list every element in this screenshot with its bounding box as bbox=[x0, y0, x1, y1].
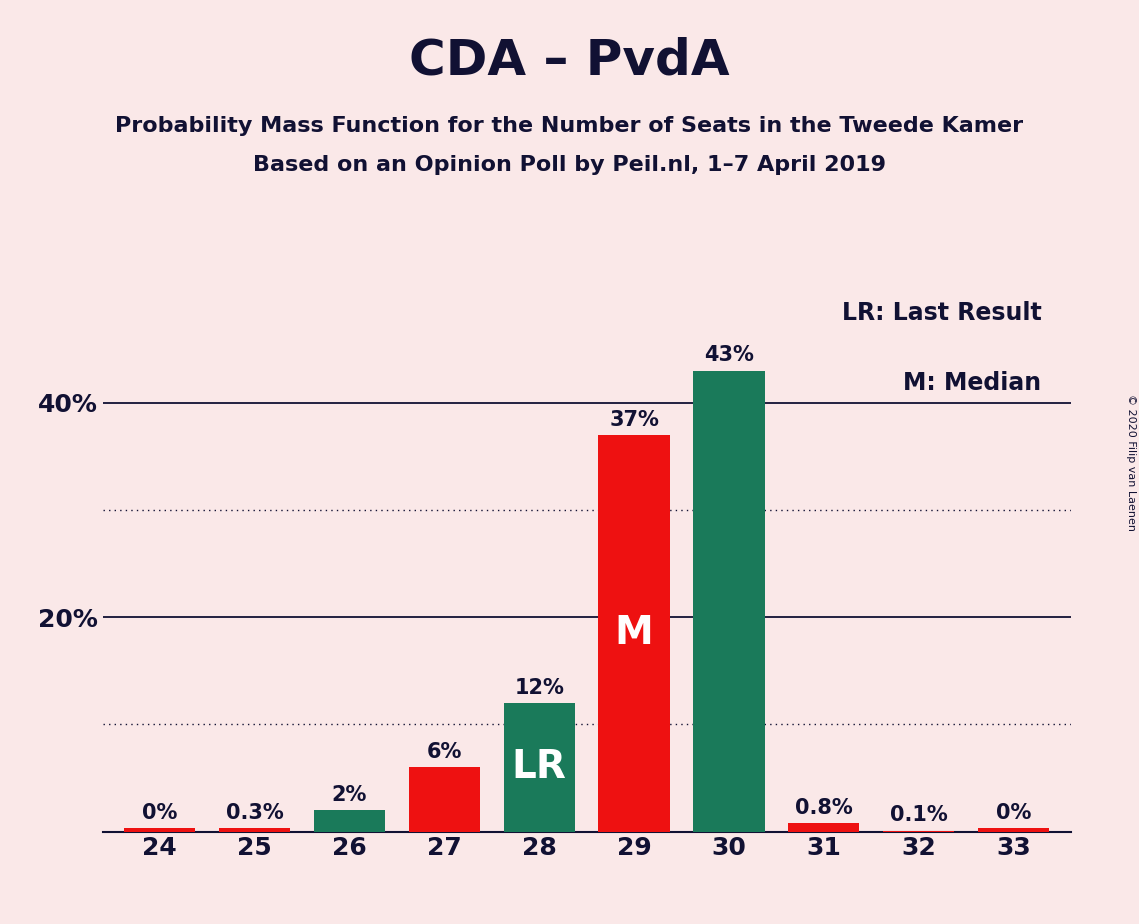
Text: 43%: 43% bbox=[704, 346, 754, 365]
Bar bbox=[978, 829, 1049, 832]
Bar bbox=[694, 371, 764, 832]
Text: 2%: 2% bbox=[331, 784, 367, 805]
Text: 0%: 0% bbox=[141, 803, 178, 823]
Text: LR: Last Result: LR: Last Result bbox=[842, 301, 1041, 325]
Text: M: M bbox=[615, 614, 654, 652]
Bar bbox=[503, 703, 575, 832]
Text: Probability Mass Function for the Number of Seats in the Tweede Kamer: Probability Mass Function for the Number… bbox=[115, 116, 1024, 136]
Text: CDA – PvdA: CDA – PvdA bbox=[409, 37, 730, 85]
Text: LR: LR bbox=[511, 748, 566, 786]
Bar bbox=[788, 823, 860, 832]
Text: M: Median: M: Median bbox=[903, 371, 1041, 395]
Bar bbox=[598, 435, 670, 832]
Text: 6%: 6% bbox=[426, 742, 462, 762]
Bar bbox=[409, 767, 480, 832]
Bar bbox=[219, 829, 290, 832]
Text: 0%: 0% bbox=[995, 803, 1032, 823]
Text: 37%: 37% bbox=[609, 409, 659, 430]
Bar bbox=[124, 829, 195, 832]
Bar bbox=[883, 831, 954, 832]
Text: © 2020 Filip van Laenen: © 2020 Filip van Laenen bbox=[1126, 394, 1136, 530]
Text: 0.3%: 0.3% bbox=[226, 803, 284, 823]
Text: 0.8%: 0.8% bbox=[795, 797, 853, 818]
Text: 0.1%: 0.1% bbox=[890, 805, 948, 825]
Text: Based on an Opinion Poll by Peil.nl, 1–7 April 2019: Based on an Opinion Poll by Peil.nl, 1–7… bbox=[253, 155, 886, 176]
Text: 12%: 12% bbox=[514, 677, 564, 698]
Bar bbox=[313, 810, 385, 832]
